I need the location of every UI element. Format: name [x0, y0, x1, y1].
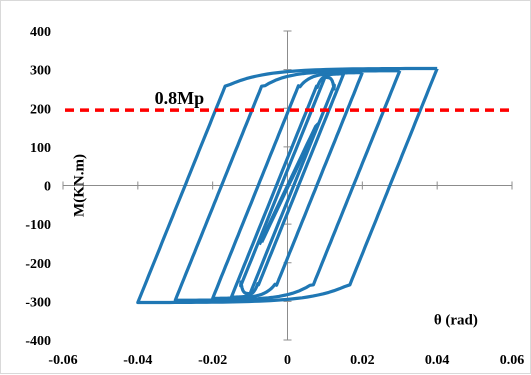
hysteresis-loop-6	[136, 66, 439, 305]
y-tick-label: 0	[44, 180, 51, 195]
x-tick-label: -0.06	[48, 353, 77, 368]
y-tick-label: 200	[30, 102, 51, 117]
y-tick-label: -200	[25, 257, 51, 272]
hysteresis-loop-5	[173, 69, 402, 302]
y-tick-label: -400	[25, 334, 51, 349]
y-tick-label: -300	[25, 295, 51, 310]
x-tick-label: 0.02	[350, 353, 375, 368]
reference-line-label: 0.8Mp	[155, 88, 205, 108]
y-tick-label: -100	[25, 218, 51, 233]
x-tick-label: -0.04	[123, 353, 152, 368]
text-layer: -0.06 -0.04 -0.02 0 0.02 0.04 0.06 400 300 200 100…	[25, 25, 524, 368]
y-tick-label: 300	[30, 64, 51, 79]
x-tick-label: 0.06	[500, 353, 525, 368]
y-tick-label: 100	[30, 141, 51, 156]
hysteresis-loop-4	[211, 71, 364, 300]
curve-layer	[136, 66, 439, 305]
y-tick-label: 400	[30, 25, 51, 40]
x-tick-label: 0.04	[425, 353, 450, 368]
x-tick-label: 0	[284, 353, 291, 368]
x-tick-label: -0.02	[198, 353, 227, 368]
x-axis-title: θ (rad)	[434, 313, 478, 329]
hysteresis-loop-1	[257, 122, 320, 246]
y-axis-title: M(KN.m)	[72, 154, 88, 217]
